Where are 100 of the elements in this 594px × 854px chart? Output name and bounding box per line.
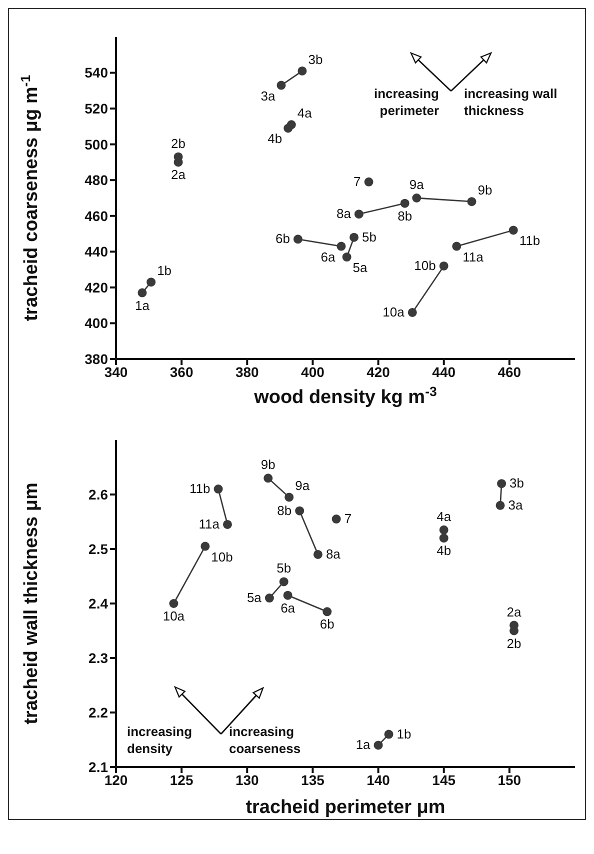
annotation: 6b xyxy=(275,231,290,246)
point xyxy=(496,500,505,510)
point xyxy=(298,66,307,76)
point xyxy=(295,506,304,516)
point xyxy=(439,534,448,543)
point xyxy=(332,514,341,524)
x-tick-label: 400 xyxy=(301,364,325,380)
x-tick-label: 145 xyxy=(432,772,456,788)
y-tick-label: 2.4 xyxy=(88,595,108,612)
annotation: 2a xyxy=(171,167,186,182)
x-tick-label: 420 xyxy=(366,364,390,380)
annotation: 10a xyxy=(382,304,406,320)
annotation: 11b xyxy=(190,481,210,496)
point xyxy=(169,599,178,608)
y-tick-label: 460 xyxy=(84,208,108,224)
annotation: 10a xyxy=(162,608,186,624)
annotation: 9a xyxy=(295,478,310,494)
y-tick-label: 2.6 xyxy=(88,486,108,502)
annotation: 5b xyxy=(362,229,376,244)
annotation: 11a xyxy=(198,516,220,532)
point xyxy=(400,198,410,208)
point xyxy=(146,278,156,287)
annotation: 6b xyxy=(320,616,334,632)
x-tick-label: 380 xyxy=(235,364,260,380)
annotation: increasing coarseness xyxy=(229,723,302,757)
annotation: increasing density xyxy=(127,723,194,757)
annotation: 4b xyxy=(436,543,452,558)
x-tick-label: 150 xyxy=(498,772,522,788)
point xyxy=(283,590,292,600)
annotation: 4a xyxy=(297,106,313,121)
annotation: 11a xyxy=(462,249,484,264)
point xyxy=(452,242,462,251)
point xyxy=(293,234,302,244)
annotation: 1b xyxy=(157,263,172,278)
annotation: 9a xyxy=(409,177,425,192)
x-tick-label: 460 xyxy=(498,364,522,380)
point xyxy=(408,308,417,317)
annotation: increasing perimeter xyxy=(372,85,439,119)
point xyxy=(342,252,352,262)
annotation: 2a xyxy=(506,604,522,620)
annotation: 4b xyxy=(268,131,282,146)
point xyxy=(284,492,294,502)
y-tick-label: 420 xyxy=(84,279,108,296)
y-tick-label: 2.5 xyxy=(88,540,108,557)
point xyxy=(214,484,223,494)
annotation: 4a xyxy=(436,508,452,524)
annotation: 3b xyxy=(510,476,524,491)
annotation: 1a xyxy=(356,737,372,752)
x-axis-title: wood density kg m$^{-3}$ xyxy=(253,384,437,408)
y-tick-label: 2.2 xyxy=(88,704,108,720)
point xyxy=(467,197,476,206)
point xyxy=(138,288,147,298)
x-tick-label: 130 xyxy=(235,772,260,788)
annotation: 9b xyxy=(478,182,492,198)
y-tick-label: 540 xyxy=(84,64,108,81)
annotation: increasing wall thickness xyxy=(464,85,558,119)
point xyxy=(336,242,346,251)
x-tick-label: 135 xyxy=(301,772,325,788)
annotation: 11b xyxy=(519,233,540,248)
annotation: 5a xyxy=(352,260,368,276)
point xyxy=(200,542,210,551)
annotation: 10b xyxy=(414,258,436,273)
point xyxy=(354,210,364,219)
point xyxy=(497,479,506,488)
point xyxy=(384,730,394,739)
x-tick-label: 440 xyxy=(432,364,456,380)
point xyxy=(364,177,374,186)
y-tick-label: 2.3 xyxy=(88,650,108,666)
annotation: 1a xyxy=(134,298,150,313)
y-axis-title: tracheid wall thickness μm xyxy=(21,482,42,724)
point xyxy=(322,607,332,616)
point xyxy=(279,577,288,586)
point xyxy=(284,124,293,133)
annotation: 6a xyxy=(320,249,336,264)
point xyxy=(350,232,359,242)
point xyxy=(439,261,448,270)
point xyxy=(264,594,274,603)
annotation: 8b xyxy=(398,208,412,224)
y-tick-label: 500 xyxy=(84,136,108,152)
point xyxy=(439,525,448,534)
x-tick-label: 140 xyxy=(366,772,390,788)
x-axis-title: tracheid perimeter μm xyxy=(246,797,446,818)
y-tick-label: 520 xyxy=(84,100,108,117)
x-tick-label: 360 xyxy=(170,364,194,380)
annotation: 7 xyxy=(354,174,361,189)
annotation: 10b xyxy=(211,549,233,564)
point xyxy=(222,520,232,529)
annotation: 2b xyxy=(506,636,522,651)
annotation: 3b xyxy=(308,52,323,67)
annotation: 5b xyxy=(276,560,292,576)
y-tick-label: 400 xyxy=(84,315,108,332)
point xyxy=(508,226,518,235)
annotation: 2b xyxy=(171,136,186,151)
y-tick-label: 440 xyxy=(84,244,108,260)
annotation: 8a xyxy=(326,546,342,562)
point xyxy=(412,194,422,202)
x-tick-label: 125 xyxy=(170,772,194,788)
point xyxy=(276,80,286,90)
annotation: 3a xyxy=(508,497,524,512)
annotation: 8a xyxy=(336,206,352,222)
